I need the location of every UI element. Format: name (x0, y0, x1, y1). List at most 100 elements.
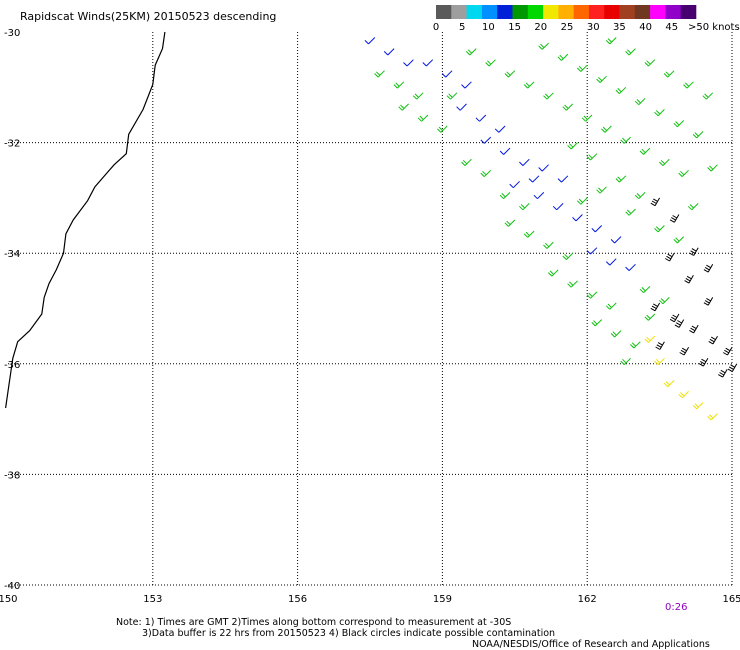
wind-barb (678, 391, 689, 399)
legend-swatch (481, 5, 498, 19)
wind-barb (669, 214, 680, 223)
wind-barb (718, 369, 728, 378)
wind-barb (707, 413, 718, 421)
legend-swatch (619, 5, 636, 19)
wind-barb (679, 346, 690, 356)
wind-barb (605, 302, 617, 310)
wind-barb (727, 363, 738, 373)
y-tick-label: -32 (4, 139, 20, 150)
wind-barb (655, 341, 665, 350)
wind-barb (664, 252, 675, 262)
legend-swatch (558, 5, 574, 19)
wind-barb (654, 357, 665, 365)
wind-barb (689, 247, 699, 256)
wind-barb (659, 297, 670, 305)
legend-swatch (436, 5, 452, 19)
legend-swatch (588, 5, 605, 19)
chart-title: Rapidscat Winds(25KM) 20150523 descendin… (20, 10, 276, 23)
legend-threshold-label: 45 (665, 22, 678, 33)
wind-barb (543, 241, 554, 249)
wind-barb (654, 109, 665, 117)
wind-barb (639, 286, 651, 294)
wind-barb (567, 142, 578, 150)
wind-barb (634, 98, 646, 106)
x-tick-label: 159 (433, 594, 452, 605)
wind-barb (441, 70, 453, 78)
wind-barb (523, 230, 535, 238)
wind-barb (669, 313, 680, 323)
wind-barb (504, 219, 516, 227)
wind-barb (576, 64, 588, 72)
wind-barb (644, 335, 656, 343)
legend-swatch (527, 5, 544, 19)
wind-barb (485, 59, 496, 67)
legend-swatch (543, 5, 559, 19)
wind-barb (461, 81, 472, 89)
wind-barb (494, 125, 506, 133)
wind-barb (722, 346, 733, 356)
wind-barb (654, 225, 665, 233)
wind-barb (644, 59, 656, 67)
wind-barb (610, 236, 622, 244)
wind-barb (644, 313, 656, 321)
wind-barb (707, 164, 718, 172)
wind-barb (630, 341, 641, 349)
wind-barb (615, 86, 627, 95)
wind-barb (689, 324, 699, 334)
wind-barb (663, 70, 675, 78)
legend-swatch (604, 5, 620, 19)
legend-threshold-label: 0 (433, 22, 439, 33)
legend-threshold-label: 15 (508, 22, 521, 33)
wind-barb (581, 114, 593, 122)
legend-swatch (512, 5, 529, 19)
legend-threshold-label: 35 (613, 22, 626, 33)
x-tick-label: 153 (143, 594, 162, 605)
wind-barb (398, 103, 409, 111)
wind-barb (475, 114, 487, 122)
wind-barb (557, 175, 569, 183)
y-tick-label: -30 (4, 28, 20, 39)
wind-barb (456, 103, 467, 111)
legend-swatch (451, 5, 467, 19)
wind-barb (639, 147, 651, 155)
wind-barb (562, 103, 574, 111)
wind-barb (562, 252, 574, 260)
wind-barb (586, 247, 598, 255)
wind-barb (446, 92, 458, 100)
wind-barb (634, 192, 646, 200)
wind-barb (605, 258, 617, 266)
wind-barb (480, 136, 492, 144)
legend-swatch (650, 5, 666, 19)
gridlines (8, 32, 733, 586)
wind-barb (703, 264, 714, 273)
y-tick-label: -38 (4, 470, 20, 481)
wind-barb (528, 175, 540, 183)
y-tick-label: -36 (4, 360, 20, 371)
wind-barb (673, 236, 685, 244)
wind-barb (533, 192, 545, 200)
wind-barb (504, 70, 516, 78)
wind-barb (543, 92, 554, 100)
wind-barb (572, 214, 583, 222)
time-label: 0:26 (665, 602, 687, 613)
legend-swatch (573, 5, 590, 19)
x-tick-label: 150 (0, 594, 18, 605)
wind-barb (523, 81, 535, 89)
wind-barb (674, 319, 685, 328)
wind-barb (596, 75, 607, 83)
legend-swatch (466, 5, 483, 19)
wind-barb (596, 186, 607, 194)
wind-barb (480, 169, 492, 177)
x-tick-label: 156 (288, 594, 307, 605)
x-tick-label: 165 (722, 594, 740, 605)
wind-barb (499, 147, 511, 155)
wind-barb (625, 208, 636, 216)
legend-threshold-label: 30 (587, 22, 600, 33)
wind-barb (678, 169, 689, 177)
wind-barb (364, 37, 376, 45)
wind-barb (552, 203, 564, 211)
note-line-3: NOAA/NESDIS/Office of Research and Appli… (472, 639, 710, 650)
wind-barb (673, 120, 685, 128)
wind-barb (620, 136, 631, 144)
wind-barb (499, 192, 511, 200)
